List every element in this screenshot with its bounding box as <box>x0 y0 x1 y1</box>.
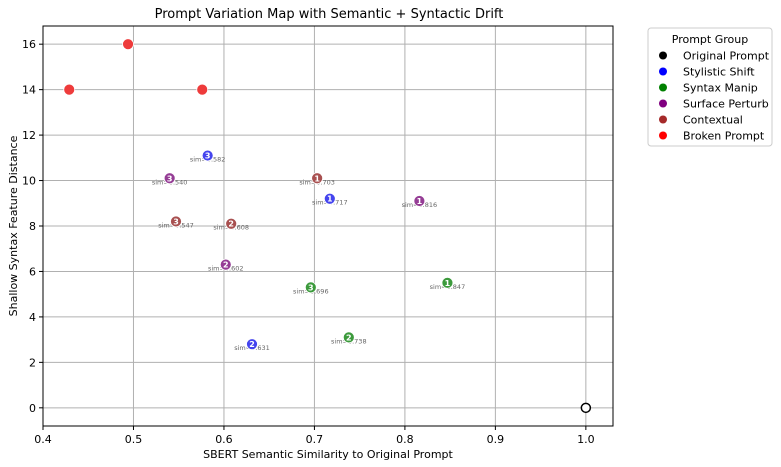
legend-label: Original Prompt <box>683 50 770 63</box>
y-axis-label: Shallow Syntax Feature Distance <box>7 135 20 316</box>
data-point: sim=0.7171 <box>312 192 348 207</box>
y-tick-label: 12 <box>22 129 36 142</box>
point-marker <box>225 217 238 230</box>
x-tick-label: 0.6 <box>215 433 233 446</box>
legend-entry: Stylistic Shift <box>659 66 755 79</box>
y-tick-label: 10 <box>22 175 36 188</box>
y-tick-label: 16 <box>22 38 36 51</box>
legend-label: Syntax Manip <box>683 82 758 95</box>
point-number: 1 <box>327 195 333 204</box>
legend-entry: Contextual <box>659 114 743 127</box>
x-tick-label: 0.9 <box>487 433 505 446</box>
y-tick-label: 8 <box>29 220 36 233</box>
point-number: 2 <box>228 220 234 229</box>
data-point: sim=0.8161 <box>402 195 437 209</box>
data-point: sim=0.6022 <box>208 258 244 273</box>
legend-marker <box>659 83 667 92</box>
point-marker <box>122 38 134 51</box>
legend-frame <box>647 27 773 147</box>
data-point: sim=0.6963 <box>293 281 329 295</box>
data-point: sim=0.6082 <box>213 217 249 232</box>
data-point: sim=0.7031 <box>299 172 335 186</box>
data-point <box>122 38 134 51</box>
point-number: 2 <box>249 340 255 349</box>
point-number: 3 <box>308 283 314 292</box>
legend-entry: Broken Prompt <box>659 130 765 143</box>
data-point <box>63 83 76 96</box>
legend-label: Contextual <box>683 114 743 127</box>
legend-label: Stylistic Shift <box>683 66 755 79</box>
point-marker <box>163 172 176 185</box>
legend-entries: Original Prompt Stylistic Shift Syntax Man… <box>659 50 770 143</box>
legend-label: Broken Prompt <box>683 130 765 143</box>
point-number: 3 <box>173 217 179 226</box>
chart-title: Prompt Variation Map with Semantic + Syn… <box>155 7 504 22</box>
data-point: sim=0.8471 <box>430 276 465 291</box>
legend-label: Surface Perturb <box>683 98 769 111</box>
y-tick-label: 14 <box>22 84 36 97</box>
point-marker <box>304 281 317 294</box>
point-number: 3 <box>205 152 211 161</box>
point-number: 1 <box>314 174 320 183</box>
point-number: 2 <box>223 261 229 270</box>
legend-marker <box>659 67 667 76</box>
point-number: 1 <box>445 279 451 288</box>
x-tick-label: 1.0 <box>577 433 595 446</box>
data-point: sim=0.5473 <box>158 215 194 229</box>
data-point <box>580 402 592 414</box>
point-marker <box>201 149 214 162</box>
point-number: 3 <box>167 174 173 183</box>
data-points: sim=0.5823 sim=0.7171 sim=0.6312 sim=0.8471… <box>63 38 592 414</box>
point-marker <box>323 192 336 205</box>
legend-marker <box>659 115 667 124</box>
data-point <box>196 83 209 96</box>
data-point: sim=0.5403 <box>152 172 187 186</box>
x-tick-label: 0.8 <box>396 433 414 446</box>
point-marker <box>63 83 76 96</box>
x-tick-label: 0.5 <box>125 433 143 446</box>
data-point: sim=0.5823 <box>190 149 225 164</box>
point-marker <box>219 258 232 271</box>
point-marker <box>170 215 182 228</box>
x-axis-label: SBERT Semantic Similarity to Original Pr… <box>203 448 453 461</box>
y-tick-label: 0 <box>29 402 36 415</box>
grid-lines <box>42 26 613 426</box>
legend-marker <box>659 99 667 108</box>
point-number: 1 <box>417 197 423 206</box>
x-tick-label: 0.4 <box>34 433 52 446</box>
y-tick-label: 6 <box>29 265 36 278</box>
point-marker <box>342 331 355 344</box>
y-tick-label: 2 <box>29 356 36 369</box>
point-marker <box>441 276 454 289</box>
data-point: sim=0.6312 <box>234 338 270 352</box>
legend-entry: Surface Perturb <box>659 98 769 111</box>
point-number: 2 <box>346 333 352 342</box>
legend-marker <box>659 131 667 140</box>
point-marker <box>413 195 426 207</box>
y-tick-label: 4 <box>29 311 36 324</box>
data-point: sim=0.7382 <box>331 331 367 345</box>
x-tick-label: 0.7 <box>306 433 324 446</box>
legend-entry: Syntax Manip <box>659 82 758 95</box>
point-marker <box>311 172 324 185</box>
legend-title: Prompt Group <box>672 33 748 46</box>
point-marker <box>246 338 258 351</box>
legend-entry: Original Prompt <box>659 50 770 63</box>
point-marker <box>196 83 209 96</box>
legend-marker <box>659 51 667 60</box>
point-marker <box>580 402 592 414</box>
legend: Prompt Group Original Prompt Stylistic Sh… <box>647 27 773 147</box>
